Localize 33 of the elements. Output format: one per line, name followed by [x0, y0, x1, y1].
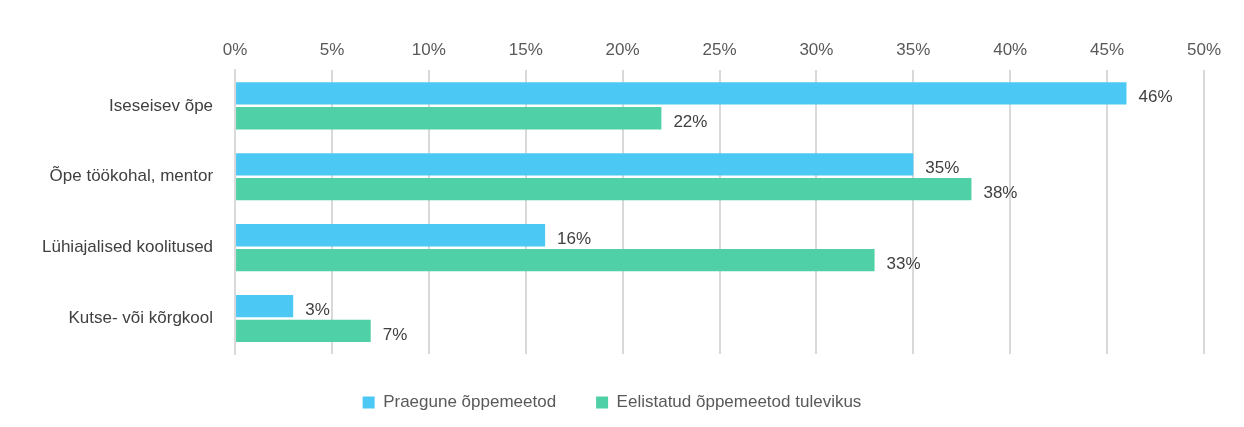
x-tick-label: 40%: [993, 39, 1028, 59]
bar: [236, 153, 914, 176]
x-tick-label: 20%: [605, 39, 640, 59]
data-label: 3%: [305, 299, 330, 319]
data-label: 38%: [983, 182, 1018, 202]
legend-label: Eelistatud õppemeetod tulevikus: [616, 392, 862, 412]
legend-label: Praegune õppemeetod: [383, 392, 557, 412]
y-tick-label: Kutse- või kõrgkool: [68, 308, 214, 328]
data-label: 16%: [557, 228, 592, 248]
bar: [236, 319, 371, 343]
bar: [236, 82, 1127, 105]
bar: [236, 248, 875, 272]
bar: [236, 177, 972, 201]
bar: [236, 294, 294, 318]
x-tick-label: 25%: [702, 39, 737, 59]
x-tick-label: 45%: [1090, 39, 1125, 59]
y-tick-label: Iseseisev õpe: [109, 95, 214, 115]
x-tick-label: 35%: [896, 39, 931, 59]
y-tick-label: Lühiajalised koolitused: [42, 237, 214, 257]
x-tick-label: 15%: [508, 39, 543, 59]
x-tick-label: 30%: [799, 39, 834, 59]
data-label: 7%: [382, 324, 408, 344]
data-label: 22%: [673, 111, 708, 131]
bar: [236, 224, 546, 247]
x-tick-label: 5%: [319, 39, 345, 59]
y-tick-label: Õpe töökohal, mentor: [49, 166, 214, 186]
bar: [236, 107, 662, 130]
data-label: 46%: [1138, 87, 1173, 107]
x-tick-label: 50%: [1186, 39, 1222, 59]
data-label: 33%: [886, 253, 921, 273]
data-label: 35%: [925, 158, 960, 178]
x-tick-label: 0%: [222, 39, 248, 59]
x-tick-label: 10%: [411, 39, 446, 59]
